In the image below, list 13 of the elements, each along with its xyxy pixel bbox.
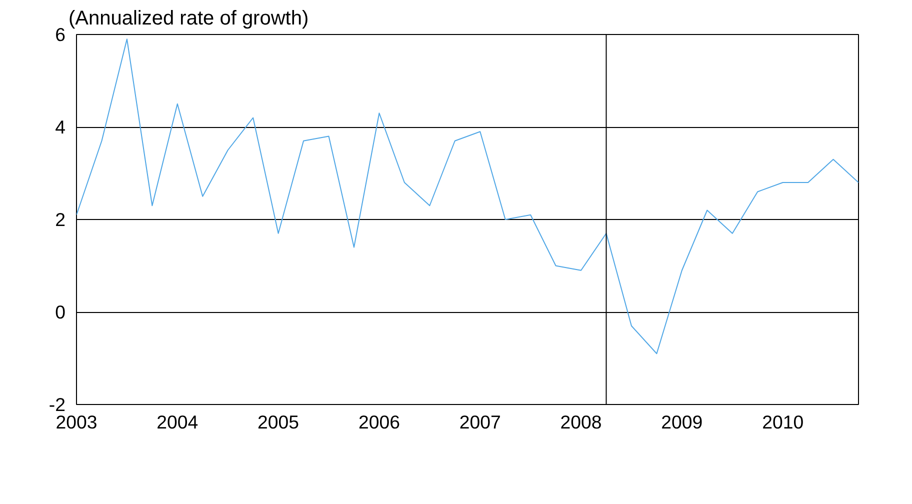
y-tick-label: 0 [55, 302, 66, 322]
x-tick-label: 2004 [156, 412, 198, 432]
x-tick-label: 2007 [459, 412, 501, 432]
y-tick-label: 2 [55, 209, 66, 230]
x-tick-label: 2005 [258, 412, 300, 432]
y-tick-label: 4 [55, 116, 66, 138]
y-axis-title: (Annualized rate of growth) [68, 8, 309, 30]
x-tick-label: 2008 [560, 412, 602, 432]
x-tick-label: 2006 [358, 412, 400, 432]
x-tick-label: 2009 [661, 412, 703, 432]
line-series [76, 38, 858, 354]
x-tick-label: 2010 [762, 412, 804, 432]
y-tick-label: 6 [55, 24, 66, 45]
